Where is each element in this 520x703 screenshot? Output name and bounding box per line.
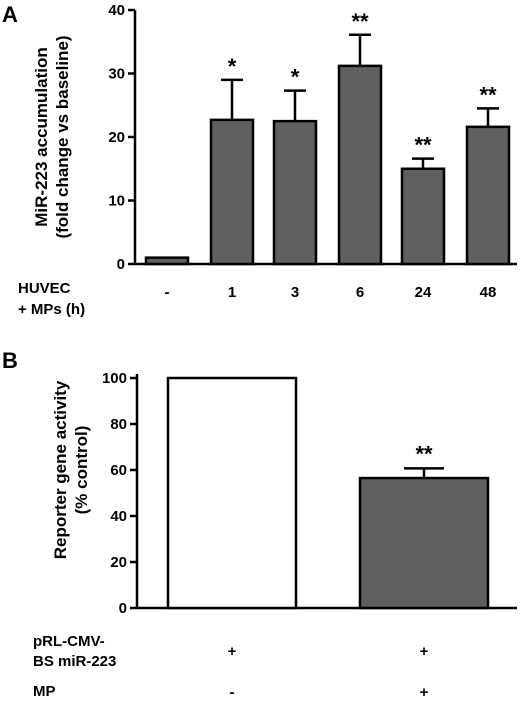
x-tick-label: 48 — [480, 284, 497, 301]
x-tick-label: - — [165, 284, 170, 301]
y-tick-label: 10 — [108, 193, 125, 210]
bar — [337, 64, 383, 266]
significance-marker: ** — [414, 133, 432, 158]
panel-a-letter: A — [2, 2, 18, 27]
panel-b-condition-row-1-label-line2: BS miR-223 — [33, 653, 116, 670]
y-tick-label: 20 — [110, 554, 127, 571]
panel-b-ylabel-line2: (% control) — [72, 426, 91, 515]
y-tick-label: 0 — [117, 256, 125, 273]
significance-marker: ** — [479, 82, 497, 107]
panel-b-bars: ** — [166, 376, 490, 610]
y-tick-label: 40 — [110, 508, 127, 525]
x-tick-label: 3 — [291, 284, 299, 301]
panel-b-condition-values: + + - + — [228, 643, 429, 701]
bar — [166, 376, 298, 610]
condition-value: + — [420, 643, 429, 660]
panel-a-x-tick-labels: - 1 3 6 24 48 — [165, 284, 497, 301]
panel-b-condition-row-1-label-line1: pRL-CMV- — [33, 633, 105, 650]
condition-value: - — [230, 684, 235, 701]
bar — [465, 125, 511, 266]
bar — [144, 256, 190, 266]
condition-value: + — [420, 684, 429, 701]
bar — [272, 119, 318, 266]
y-tick-label: 100 — [102, 370, 127, 387]
condition-value: + — [228, 643, 237, 660]
y-tick-label: 60 — [110, 462, 127, 479]
x-tick-label: 24 — [415, 284, 432, 301]
panel-a-bars: * ******* — [144, 9, 511, 266]
significance-marker: * — [228, 54, 237, 79]
significance-marker: * — [291, 65, 300, 90]
panel-b-condition-row-2-label: MP — [33, 683, 56, 700]
significance-marker: ** — [415, 441, 433, 466]
significance-marker: ** — [351, 9, 369, 34]
y-tick-label: 20 — [108, 129, 125, 146]
panel-a-axes: 0 10 20 30 40 — [108, 2, 517, 273]
panel-b-letter: B — [2, 348, 18, 373]
bar — [209, 118, 255, 266]
y-tick-label: 30 — [108, 66, 125, 83]
panel-a-x-row-label-line1: HUVEC — [18, 280, 71, 297]
panel-a-ylabel-line2: (fold change vs baseline) — [53, 35, 72, 238]
bar — [400, 167, 446, 266]
y-tick-label: 80 — [110, 416, 127, 433]
panel-a: A MiR-223 accumulation (fold change vs b… — [2, 2, 517, 318]
panel-a-ylabel-line1: MiR-223 accumulation — [32, 47, 51, 227]
panel-a-x-row-label-line2: + MPs (h) — [18, 301, 85, 318]
panel-b-ylabel-line1: Reporter gene activity — [51, 380, 70, 559]
x-tick-label: 6 — [356, 284, 364, 301]
bar — [358, 476, 490, 610]
y-tick-label: 0 — [119, 600, 127, 617]
panel-b: B Reporter gene activity (% control) 0 20… — [2, 348, 517, 701]
y-tick-label: 40 — [108, 2, 125, 19]
x-tick-label: 1 — [228, 284, 236, 301]
